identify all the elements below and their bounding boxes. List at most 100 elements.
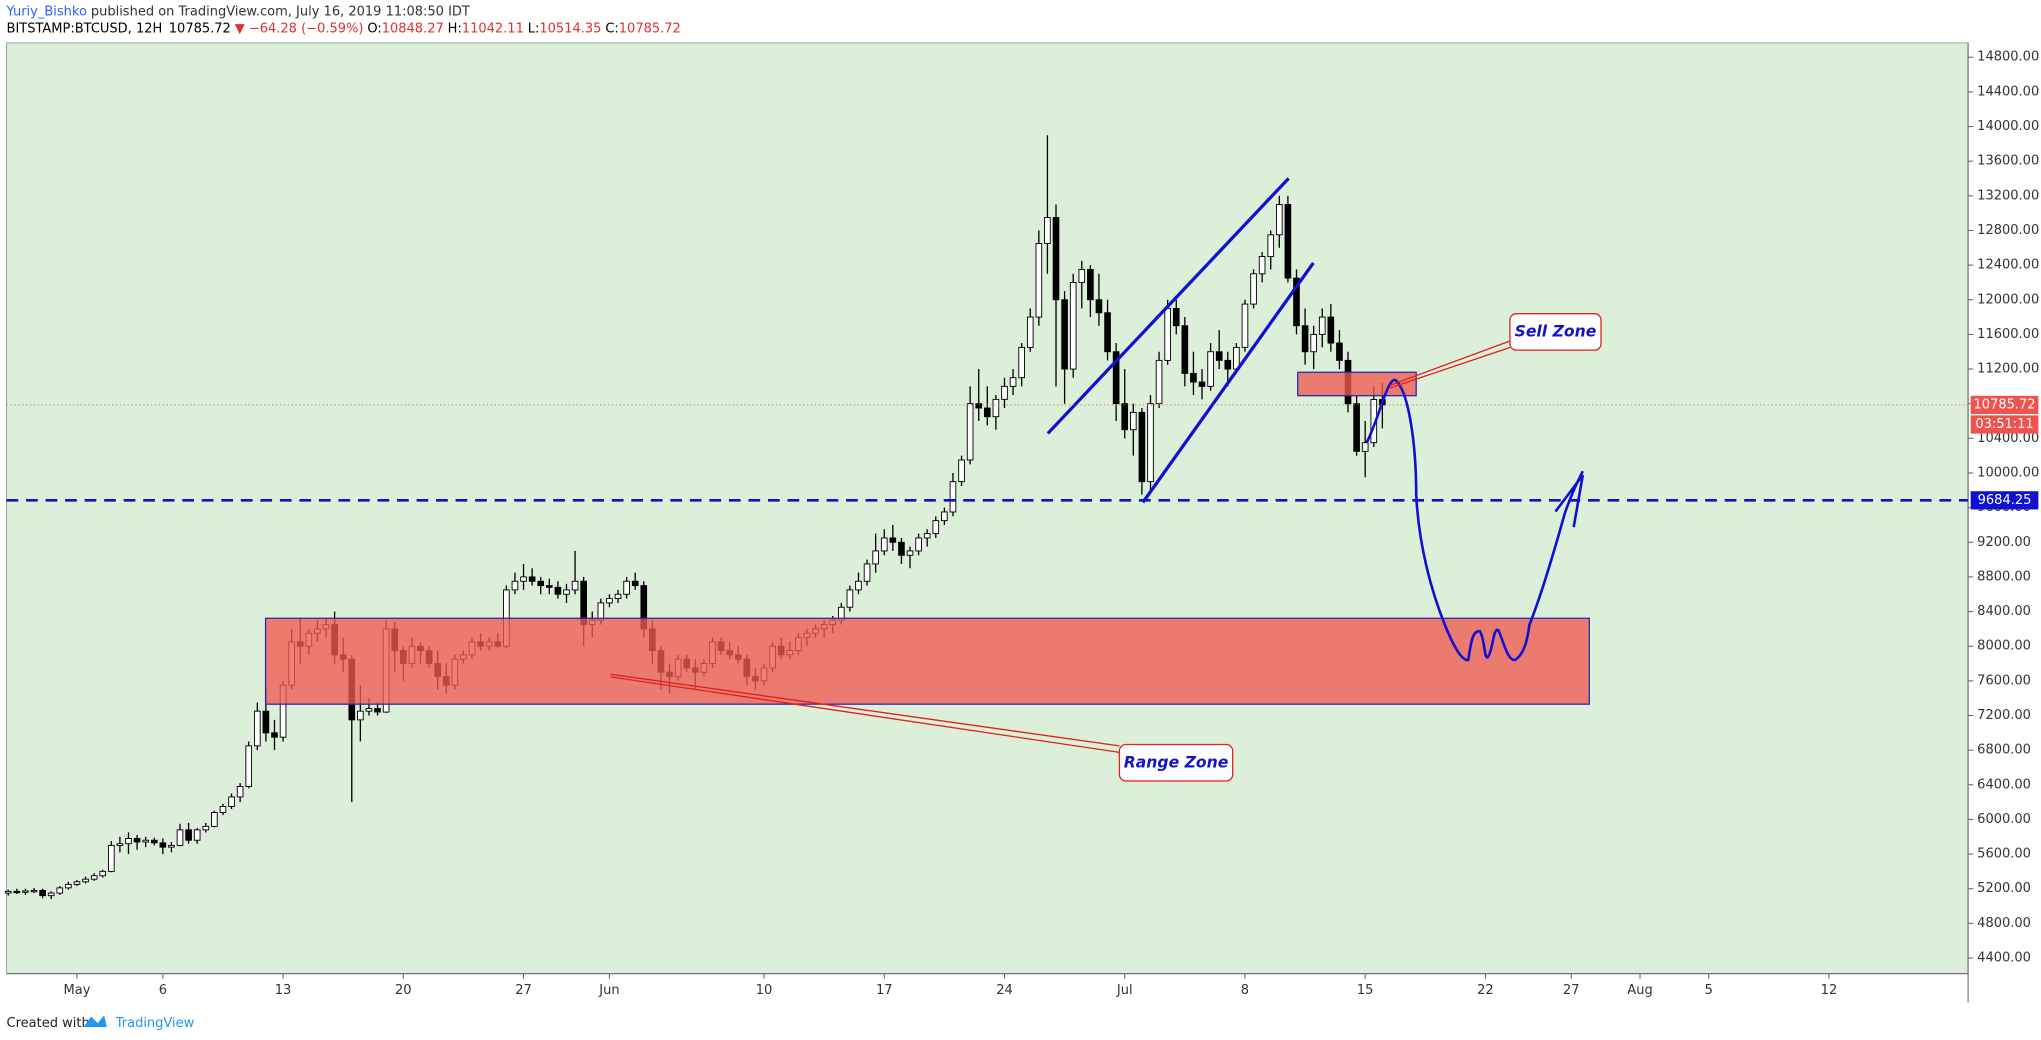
candle-body <box>966 403 974 461</box>
ohlc-value: 10848.27 <box>382 21 444 36</box>
y-tick-label: 14000.00 <box>1977 119 2039 134</box>
candle-body <box>1207 351 1214 387</box>
candle-body <box>228 796 235 807</box>
ohlc-label: C: <box>605 21 618 36</box>
x-tick-label: Jun <box>598 983 619 998</box>
candle-body <box>1061 299 1068 370</box>
candle-body <box>949 481 957 513</box>
callout-box <box>1118 743 1234 782</box>
candle-body <box>30 890 38 893</box>
candle-body <box>571 580 579 591</box>
y-tick-label: 10400.00 <box>1977 431 2039 446</box>
candle-body <box>1284 204 1292 279</box>
y-tick-label: 12400.00 <box>1977 258 2039 273</box>
candle-body <box>236 786 244 798</box>
candle-body <box>520 576 527 582</box>
x-tick-label: 10 <box>756 983 773 998</box>
candle-body <box>872 550 879 565</box>
countdown-box <box>1970 415 2039 434</box>
level-label: 9684.25 <box>1978 493 2032 508</box>
candle-body <box>262 710 270 734</box>
plot-area <box>6 42 1969 975</box>
projection-arrow <box>1554 474 1585 528</box>
x-tick-label: Jul <box>1116 983 1133 998</box>
x-tick-label: Aug <box>1627 983 1652 998</box>
y-tick-label: 4800.00 <box>1977 916 2031 931</box>
y-tick-label: 10000.00 <box>1977 465 2039 480</box>
candle-body <box>142 839 149 843</box>
candle-body <box>1353 403 1360 452</box>
candle-body <box>537 580 545 587</box>
candle-body <box>1190 372 1197 383</box>
candle-body <box>1250 273 1257 305</box>
candle-body <box>1361 442 1369 452</box>
candle-body <box>4 890 12 894</box>
candle-body <box>56 887 64 894</box>
candle-body <box>1052 217 1060 301</box>
candle-body <box>975 403 983 409</box>
drawings: Range Zone Sell Zone <box>264 177 1602 782</box>
candle-body <box>1224 359 1232 370</box>
candle-body <box>1001 385 1008 400</box>
candle-body <box>1155 359 1163 405</box>
candle-body <box>1301 325 1309 353</box>
ohlc-value: 11042.11 <box>462 21 524 36</box>
candle-body <box>193 829 201 841</box>
candle-body <box>107 844 115 872</box>
candle-body <box>1035 243 1043 318</box>
candle-body <box>1147 403 1154 483</box>
last: 10785.72 <box>169 21 231 36</box>
callout-line <box>610 673 1120 753</box>
y-tick-label: 6000.00 <box>1977 812 2031 827</box>
candle-body <box>365 708 373 712</box>
candle-body <box>1241 303 1249 348</box>
y-tick-label: 11600.00 <box>1977 327 2039 342</box>
candle-body <box>1121 403 1129 431</box>
published: published on TradingView.com, July 16, 2… <box>91 4 470 19</box>
y-tick-label: 5200.00 <box>1977 881 2031 896</box>
level-box <box>1970 491 2039 510</box>
y-tick-label: 7600.00 <box>1977 673 2031 688</box>
candle-body <box>1198 381 1206 387</box>
x-tick-label: 17 <box>876 983 893 998</box>
x-tick-label: 24 <box>996 983 1013 998</box>
y-tick-label: 4400.00 <box>1977 951 2031 966</box>
candle-body <box>176 829 184 846</box>
candle-body <box>614 593 622 600</box>
candle-body <box>1018 346 1025 379</box>
candle-body <box>219 805 227 813</box>
y-tick-label: 6400.00 <box>1977 777 2031 792</box>
candle-body <box>1336 342 1343 361</box>
candle-body <box>983 407 991 418</box>
y-tick-label: 11200.00 <box>1977 362 2039 377</box>
candle-body <box>1069 281 1077 370</box>
change: ▼ −64.28 (−0.59%) <box>235 21 364 36</box>
countdown-label: 03:51:11 <box>1975 417 2033 432</box>
candle-body <box>90 875 98 880</box>
candle-body <box>545 585 553 588</box>
candle-body <box>22 890 29 893</box>
candle-body <box>1138 411 1146 483</box>
candle-body <box>133 838 141 843</box>
candle-body <box>1087 268 1094 301</box>
trend-line <box>1141 261 1315 504</box>
candle-body <box>1215 351 1223 361</box>
y-tick-label: 5600.00 <box>1977 847 2031 862</box>
author[interactable]: Yuriy_Bishko <box>6 4 87 19</box>
y-tick-label: 14800.00 <box>1977 50 2039 65</box>
candle-body <box>606 598 613 604</box>
footer-brand[interactable]: TradingView <box>115 1016 195 1031</box>
candle-body <box>906 550 914 556</box>
candle-body <box>159 842 167 848</box>
candle-body <box>1181 325 1189 374</box>
candle-body <box>889 537 897 543</box>
callout-box <box>1509 313 1602 351</box>
candle-body <box>915 537 922 552</box>
last-price-label: 10785.72 <box>1974 397 2036 412</box>
candle-body <box>941 511 948 522</box>
candle-body <box>125 838 132 845</box>
x-tick-label: 13 <box>275 983 292 998</box>
candle-body <box>202 825 210 831</box>
candle-body <box>82 878 89 883</box>
header-line-2: BITSTAMP:BTCUSD, 12H 10785.72 ▼ −64.28 (−0… <box>7 21 681 36</box>
